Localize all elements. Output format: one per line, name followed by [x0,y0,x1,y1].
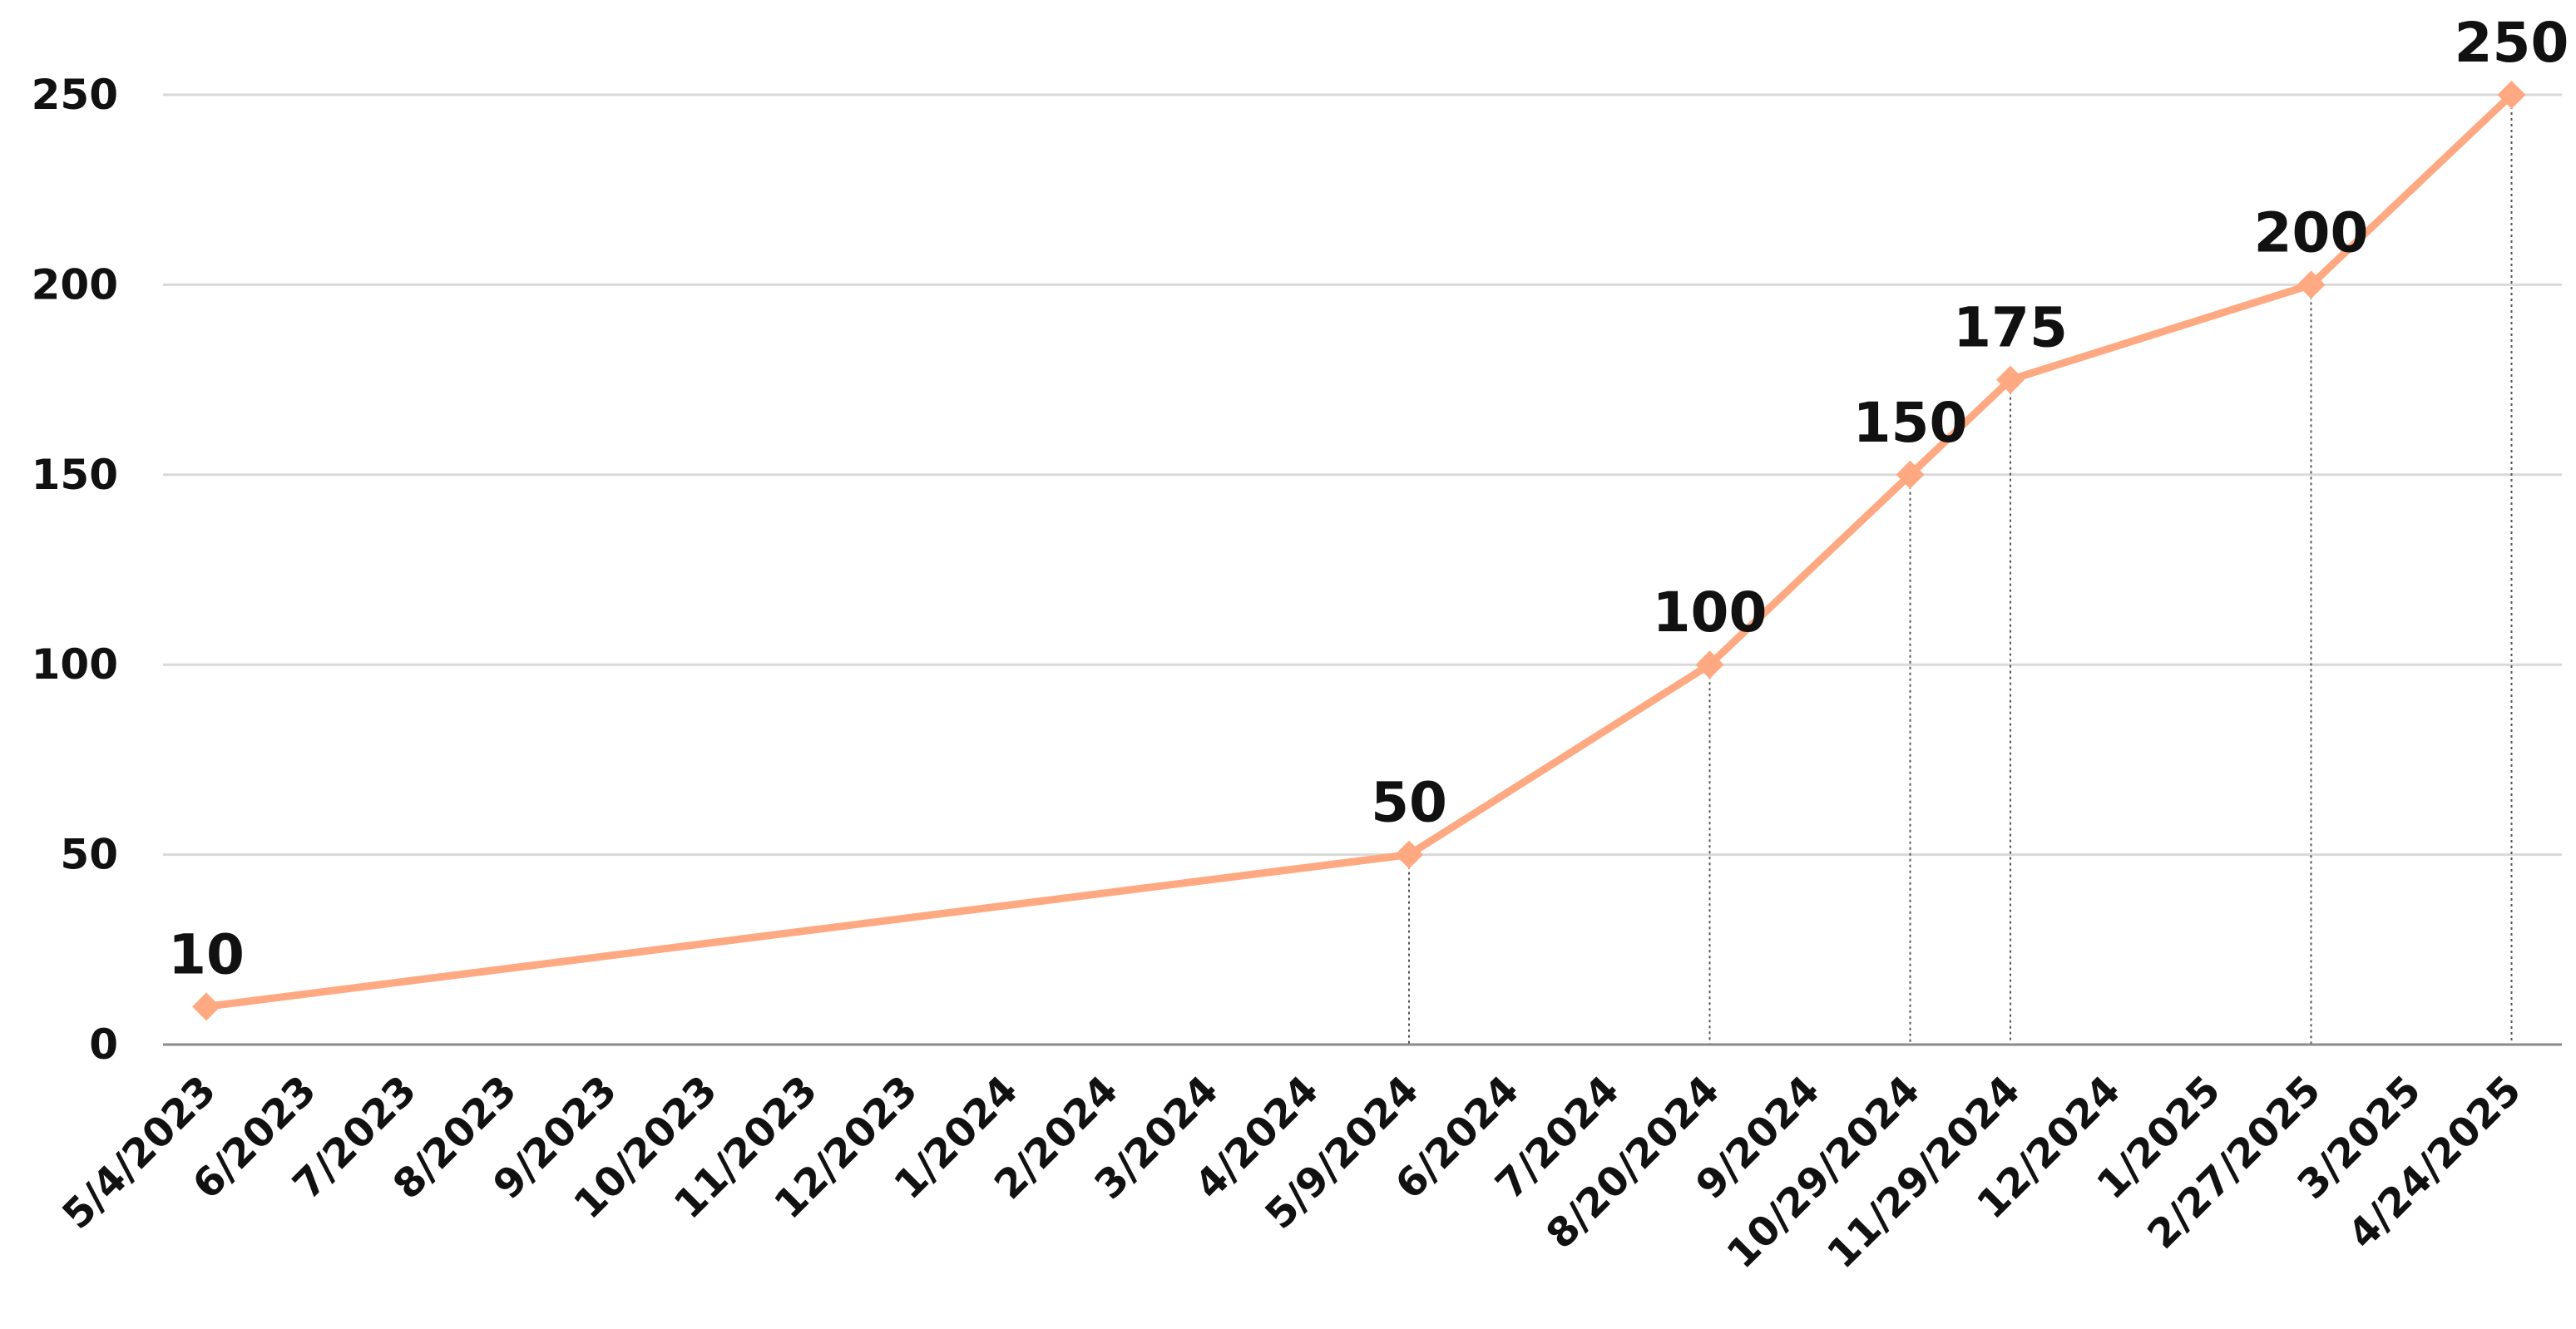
data-point-marker [2297,270,2326,299]
y-tick-labels: 0 50 100 150 200 250 [32,71,118,1069]
y-tick-label: 0 [89,1020,118,1069]
y-tick-label: 200 [32,260,118,309]
data-point-marker [1996,365,2025,394]
markers [192,81,2526,1021]
grid-layer [163,93,2562,857]
data-label: 50 [1371,771,1447,835]
data-label: 250 [2455,11,2569,75]
data-label: 150 [1853,391,1968,455]
y-tick-label: 150 [32,451,118,499]
data-label: 175 [1953,296,2068,360]
series-line [202,91,2515,1010]
data-point-marker [1695,650,1724,679]
data-label: 200 [2254,200,2369,264]
y-tick-label: 250 [32,71,118,119]
x-tick-label: 5/4/2023 [53,1067,225,1238]
y-tick-label: 50 [60,831,118,879]
data-label: 10 [168,922,245,986]
series-layer [202,91,2515,1010]
data-point-marker [192,992,220,1021]
drop-lines [1408,95,2513,1045]
data-point-marker [1395,840,1423,869]
data-label: 100 [1653,581,1768,645]
data-labels: 10 50 100 150 175 200 250 [168,11,2569,986]
data-point-marker [1896,460,1925,489]
x-tick-labels: 5/4/20236/20237/20238/20239/202310/20231… [53,1067,2530,1277]
y-tick-label: 100 [32,640,118,689]
data-point-marker [2497,81,2526,109]
